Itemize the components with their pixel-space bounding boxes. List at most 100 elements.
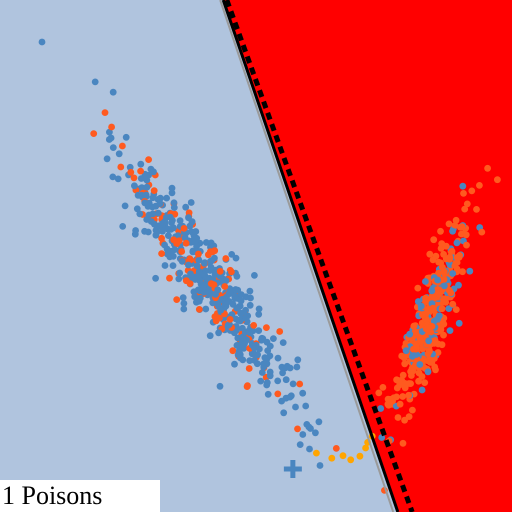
data-point-blue xyxy=(133,205,141,213)
data-point-orange xyxy=(375,389,383,397)
data-point-orange xyxy=(438,341,446,349)
data-point-blue xyxy=(164,225,172,233)
data-point-blue xyxy=(91,78,99,86)
data-point-orange xyxy=(399,393,407,400)
data-point-blue xyxy=(174,232,182,240)
data-point-blue xyxy=(180,300,188,307)
data-point-blue xyxy=(138,184,146,192)
data-point-orange xyxy=(449,300,457,308)
data-point-orange xyxy=(101,109,109,116)
data-point-orange xyxy=(440,276,448,283)
data-point-blue xyxy=(178,257,186,265)
data-point-orange xyxy=(463,200,471,208)
data-point-orange xyxy=(431,363,439,371)
data-point-orange xyxy=(408,364,416,372)
data-point-orange xyxy=(452,216,460,224)
data-point-blue xyxy=(251,357,258,364)
data-point-orange xyxy=(430,294,438,302)
data-point-orange xyxy=(274,390,282,398)
data-point-orange xyxy=(437,326,445,334)
data-point-orange xyxy=(137,167,145,175)
data-point-blue xyxy=(152,231,160,239)
data-point-orange xyxy=(417,337,425,345)
data-point-orange xyxy=(379,384,387,391)
data-point-orange xyxy=(453,259,461,266)
data-point-blue xyxy=(279,339,287,346)
data-point-orange xyxy=(415,377,422,385)
data-point-blue xyxy=(109,88,117,96)
data-point-orange xyxy=(221,283,229,290)
data-point-orange xyxy=(216,267,224,275)
data-point-orange xyxy=(478,228,486,236)
data-point-blue xyxy=(201,259,208,267)
data-point-orange xyxy=(439,319,447,326)
data-point-blue xyxy=(241,328,249,336)
data-point-blue xyxy=(453,239,461,247)
data-point-orange xyxy=(173,296,181,303)
data-point-blue xyxy=(280,409,288,417)
data-point-orange xyxy=(195,306,203,313)
data-point-blue xyxy=(242,314,250,322)
data-point-blue xyxy=(201,271,208,278)
data-point-blue xyxy=(131,182,138,190)
data-point-orange xyxy=(130,174,138,182)
data-point-blue xyxy=(163,194,171,202)
data-point-orange xyxy=(440,331,447,339)
data-point-orange xyxy=(401,360,409,368)
data-point-blue xyxy=(106,128,113,136)
data-point-blue xyxy=(207,264,215,271)
data-point-orange xyxy=(150,187,158,195)
data-point-orange xyxy=(158,250,166,257)
data-point-blue xyxy=(263,381,271,389)
data-point-blue xyxy=(252,341,260,349)
data-point-blue xyxy=(193,262,201,270)
data-point-blue xyxy=(296,441,304,448)
data-point-orange xyxy=(426,250,434,258)
data-point-blue xyxy=(255,310,263,318)
data-point-blue xyxy=(167,247,175,255)
data-point-blue xyxy=(260,363,268,371)
data-point-blue xyxy=(409,353,416,360)
data-point-orange xyxy=(182,277,190,285)
data-point-orange xyxy=(424,350,432,358)
data-point-orange xyxy=(438,305,446,313)
data-point-blue xyxy=(264,390,272,398)
data-point-blue xyxy=(199,282,207,290)
data-point-blue xyxy=(449,270,457,277)
data-point-orange xyxy=(414,284,422,292)
decision-boundary-dashed xyxy=(224,0,415,512)
data-point-blue xyxy=(194,273,202,281)
data-point-blue xyxy=(209,299,217,307)
data-point-orange xyxy=(210,281,218,288)
data-point-blue xyxy=(257,377,265,385)
data-point-orange xyxy=(187,256,195,264)
data-point-blue xyxy=(378,434,386,441)
data-point-orange xyxy=(422,298,429,306)
data-point-blue xyxy=(196,294,204,302)
data-point-blue xyxy=(239,356,247,364)
data-point-blue xyxy=(445,305,453,312)
data-point-orange xyxy=(411,328,419,336)
data-point-blue xyxy=(225,290,233,298)
data-point-blue xyxy=(157,194,164,202)
data-point-blue xyxy=(154,209,162,217)
data-point-orange xyxy=(393,384,401,392)
data-point-orange xyxy=(332,445,340,452)
data-point-orange xyxy=(462,231,470,239)
data-point-blue xyxy=(282,376,290,384)
data-point-orange xyxy=(410,322,418,330)
data-point-blue xyxy=(109,173,117,181)
data-point-blue xyxy=(231,360,238,368)
data-point-orange xyxy=(117,163,125,171)
data-point-orange xyxy=(229,347,237,355)
data-point-blue xyxy=(122,133,130,141)
data-point-blue xyxy=(109,144,117,152)
data-point-blue xyxy=(305,423,313,431)
data-point-blue xyxy=(466,267,474,275)
data-point-blue xyxy=(179,294,187,301)
data-point-orange xyxy=(459,268,466,276)
data-point-orange xyxy=(250,322,258,329)
data-point-blue xyxy=(316,462,324,469)
data-point-orange xyxy=(421,379,429,386)
data-point-orange xyxy=(430,236,438,244)
